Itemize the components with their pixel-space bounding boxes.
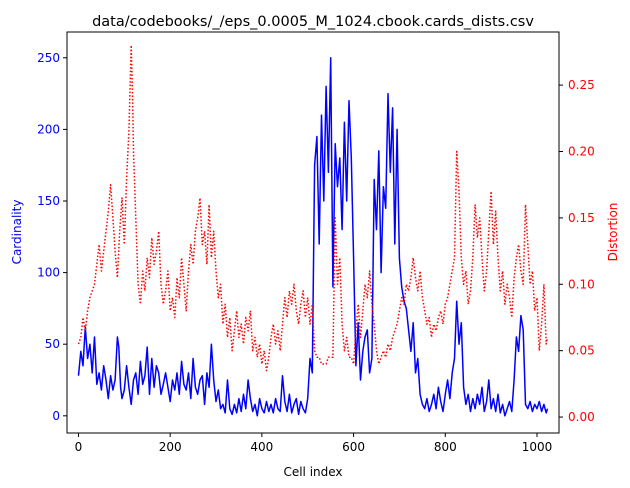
y-axis-left: 0 50 100 150 200 250 [37, 51, 67, 423]
y-right-tick-label: 0.15 [568, 211, 595, 225]
y-axis-right-label: Distortion [606, 203, 620, 262]
plot-frame [66, 31, 560, 434]
y-left-tick-label: 150 [37, 194, 60, 208]
plot-area [66, 31, 560, 434]
series-layer [77, 44, 549, 417]
x-axis-label: Cell index [283, 465, 342, 479]
x-tick-label: 400 [250, 440, 273, 454]
y-right-tick-label: 0.05 [568, 344, 595, 358]
y-axis-left-label: Cardinality [10, 200, 24, 265]
series-line-distortion [77, 44, 549, 372]
x-tick-label: 1000 [522, 440, 553, 454]
y-right-tick-label: 0.00 [568, 410, 595, 424]
x-tick-label: 0 [75, 440, 83, 454]
chart-title: data/codebooks/_/eps_0.0005_M_1024.cbook… [92, 14, 534, 30]
y-left-tick-label: 0 [52, 409, 60, 423]
x-axis: 0 200 400 600 800 1000 [75, 433, 553, 454]
y-left-tick-label: 200 [37, 122, 60, 136]
y-left-tick-label: 100 [37, 266, 60, 280]
y-right-tick-label: 0.20 [568, 145, 595, 159]
y-axis-right: 0.00 0.05 0.10 0.15 0.20 0.25 [559, 78, 595, 424]
y-right-tick-label: 0.25 [568, 78, 595, 92]
x-tick-label: 200 [159, 440, 182, 454]
y-right-tick-label: 0.10 [568, 277, 595, 291]
y-left-tick-label: 50 [45, 337, 60, 351]
y-left-tick-label: 250 [37, 51, 60, 65]
series-line-cardinality [77, 57, 549, 417]
x-tick-label: 800 [434, 440, 457, 454]
x-tick-label: 600 [342, 440, 365, 454]
